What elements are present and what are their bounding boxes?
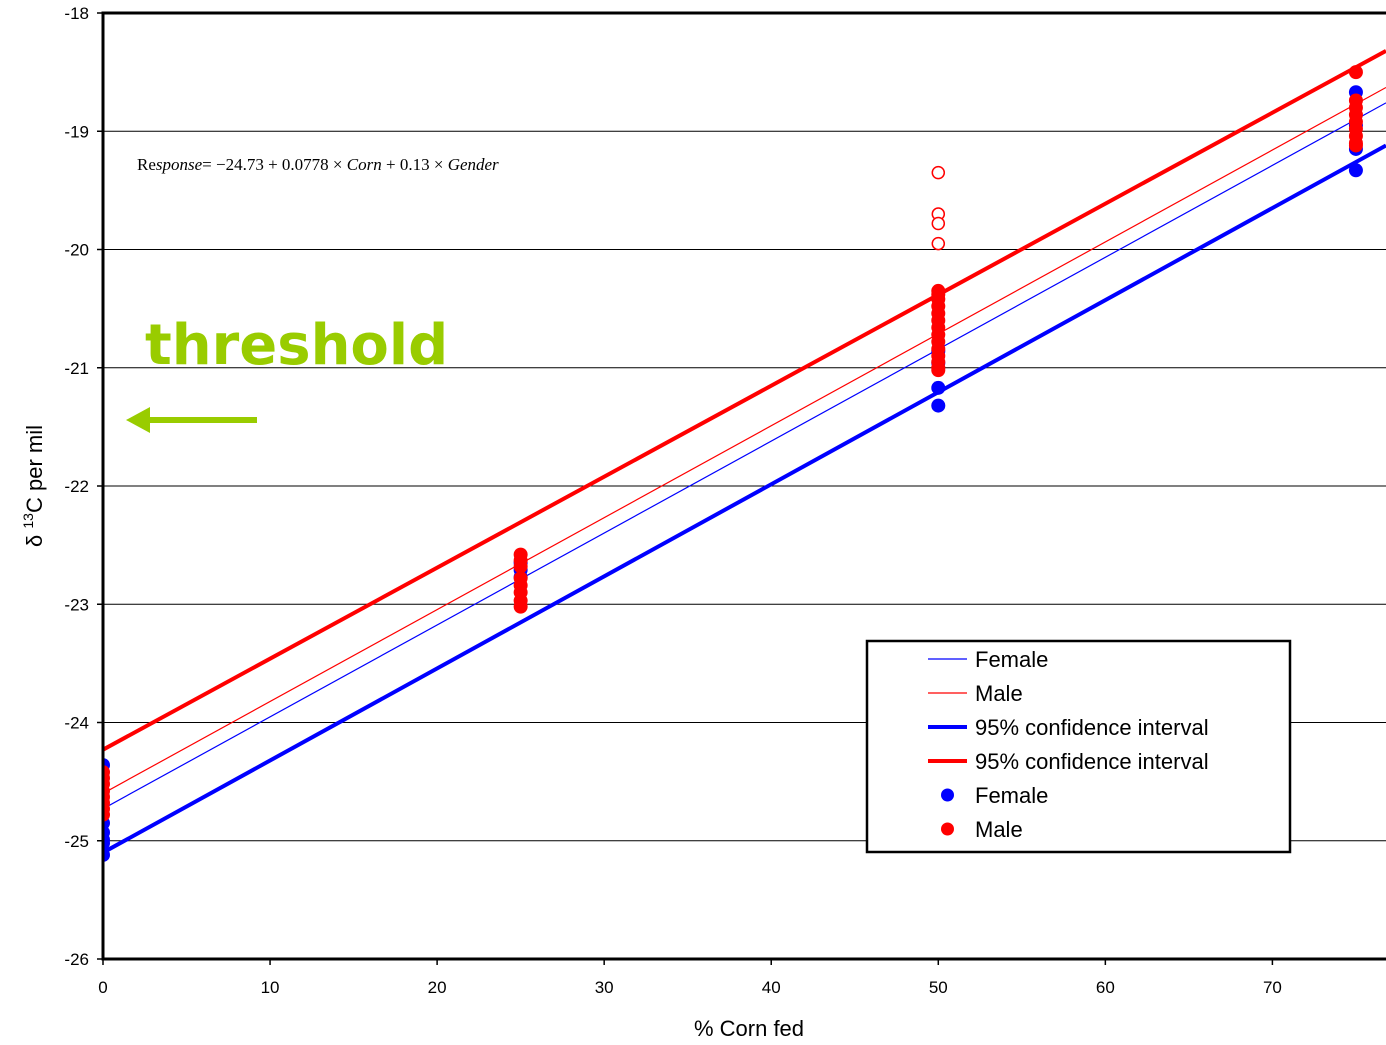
line-95-confidence-interval-3 xyxy=(103,49,1386,752)
equation-part-5: + 0.13 × xyxy=(382,155,448,174)
data-points xyxy=(103,65,1363,862)
point-female-16 xyxy=(1348,163,1363,178)
point-male-28 xyxy=(931,363,946,378)
equation-part-6: Gender xyxy=(448,155,499,174)
point-male-30 xyxy=(1348,65,1363,80)
point-male-10 xyxy=(513,559,528,574)
equation-part-4: Corn xyxy=(347,155,382,174)
point-male-29 xyxy=(931,287,946,302)
line-male-1 xyxy=(103,86,1386,794)
point-male-15 xyxy=(513,599,528,614)
y-tick-label-2: -20 xyxy=(64,241,89,260)
x-axis-title: % Corn fed xyxy=(694,1016,804,1041)
y-tick-label-1: -19 xyxy=(64,122,89,141)
point-male-7 xyxy=(103,807,110,822)
y-tick-label-6: -24 xyxy=(64,714,89,733)
y-tick-label-5: -23 xyxy=(64,595,89,614)
point-female-12 xyxy=(931,398,946,413)
point-male-outliers-3 xyxy=(931,236,946,251)
x-tick-label-6: 60 xyxy=(1096,978,1115,997)
legend-label-5: Male xyxy=(975,817,1023,842)
line-95-confidence-interval-2 xyxy=(103,143,1386,855)
x-tick-label-5: 50 xyxy=(929,978,948,997)
legend-label-0: Female xyxy=(975,647,1048,672)
y-tick-label-3: -21 xyxy=(64,359,89,378)
y-axis-title-superscript: 13 xyxy=(20,513,36,529)
point-male-outliers-2 xyxy=(931,216,946,231)
legend-marker-5 xyxy=(941,822,954,836)
equation-part-3: = −24.73 + 0.0778 × xyxy=(202,155,347,174)
x-tick-label-1: 10 xyxy=(261,978,280,997)
legend-box xyxy=(865,639,1292,854)
y-tick-label-0: -18 xyxy=(64,4,89,23)
x-axis-ticks: 0 10 20 30 40 50 60 70 xyxy=(98,959,1282,997)
x-tick-label-4: 40 xyxy=(762,978,781,997)
legend-label-4: Female xyxy=(975,783,1048,808)
x-tick-label-2: 20 xyxy=(428,978,447,997)
x-tick-label-3: 30 xyxy=(595,978,614,997)
legend: Female Male 95% confidence interval 95% con… xyxy=(865,639,1292,854)
point-female-4 xyxy=(103,836,110,851)
regression-lines xyxy=(103,49,1386,855)
line-female-0 xyxy=(103,102,1386,810)
threshold-label: threshold xyxy=(145,313,448,378)
legend-label-3: 95% confidence interval xyxy=(975,749,1209,774)
legend-label-1: Male xyxy=(975,681,1023,706)
y-axis-title: δ 13C per mil xyxy=(20,425,47,547)
y-tick-label-4: -22 xyxy=(64,477,89,496)
x-tick-label-7: 70 xyxy=(1263,978,1282,997)
y-axis-ticks: -18 -19 -20 -21 -22 -23 -24 -25 -26 xyxy=(64,4,103,969)
regression-equation: Response= −24.73 + 0.0778 × Corn + 0.13 … xyxy=(137,155,499,174)
x-tick-label-0: 0 xyxy=(98,978,107,997)
y-axis-title-main: C per mil xyxy=(22,425,47,513)
point-female-5 xyxy=(103,847,110,862)
y-tick-label-7: -25 xyxy=(64,832,89,851)
y-tick-label-8: -26 xyxy=(64,950,89,969)
point-male-outliers-0 xyxy=(931,165,946,180)
legend-items: Female Male 95% confidence interval 95% con… xyxy=(928,647,1209,842)
left-arrow-icon xyxy=(126,407,257,433)
legend-marker-4 xyxy=(941,788,954,802)
equation-part-2: sponse xyxy=(156,155,203,174)
equation-part-1: Re xyxy=(137,155,156,174)
point-female-11 xyxy=(931,380,946,395)
legend-label-2: 95% confidence interval xyxy=(975,715,1209,740)
arrow-head xyxy=(126,407,150,433)
y-axis-title-prefix: δ xyxy=(22,529,47,547)
point-male-38 xyxy=(1348,138,1363,153)
